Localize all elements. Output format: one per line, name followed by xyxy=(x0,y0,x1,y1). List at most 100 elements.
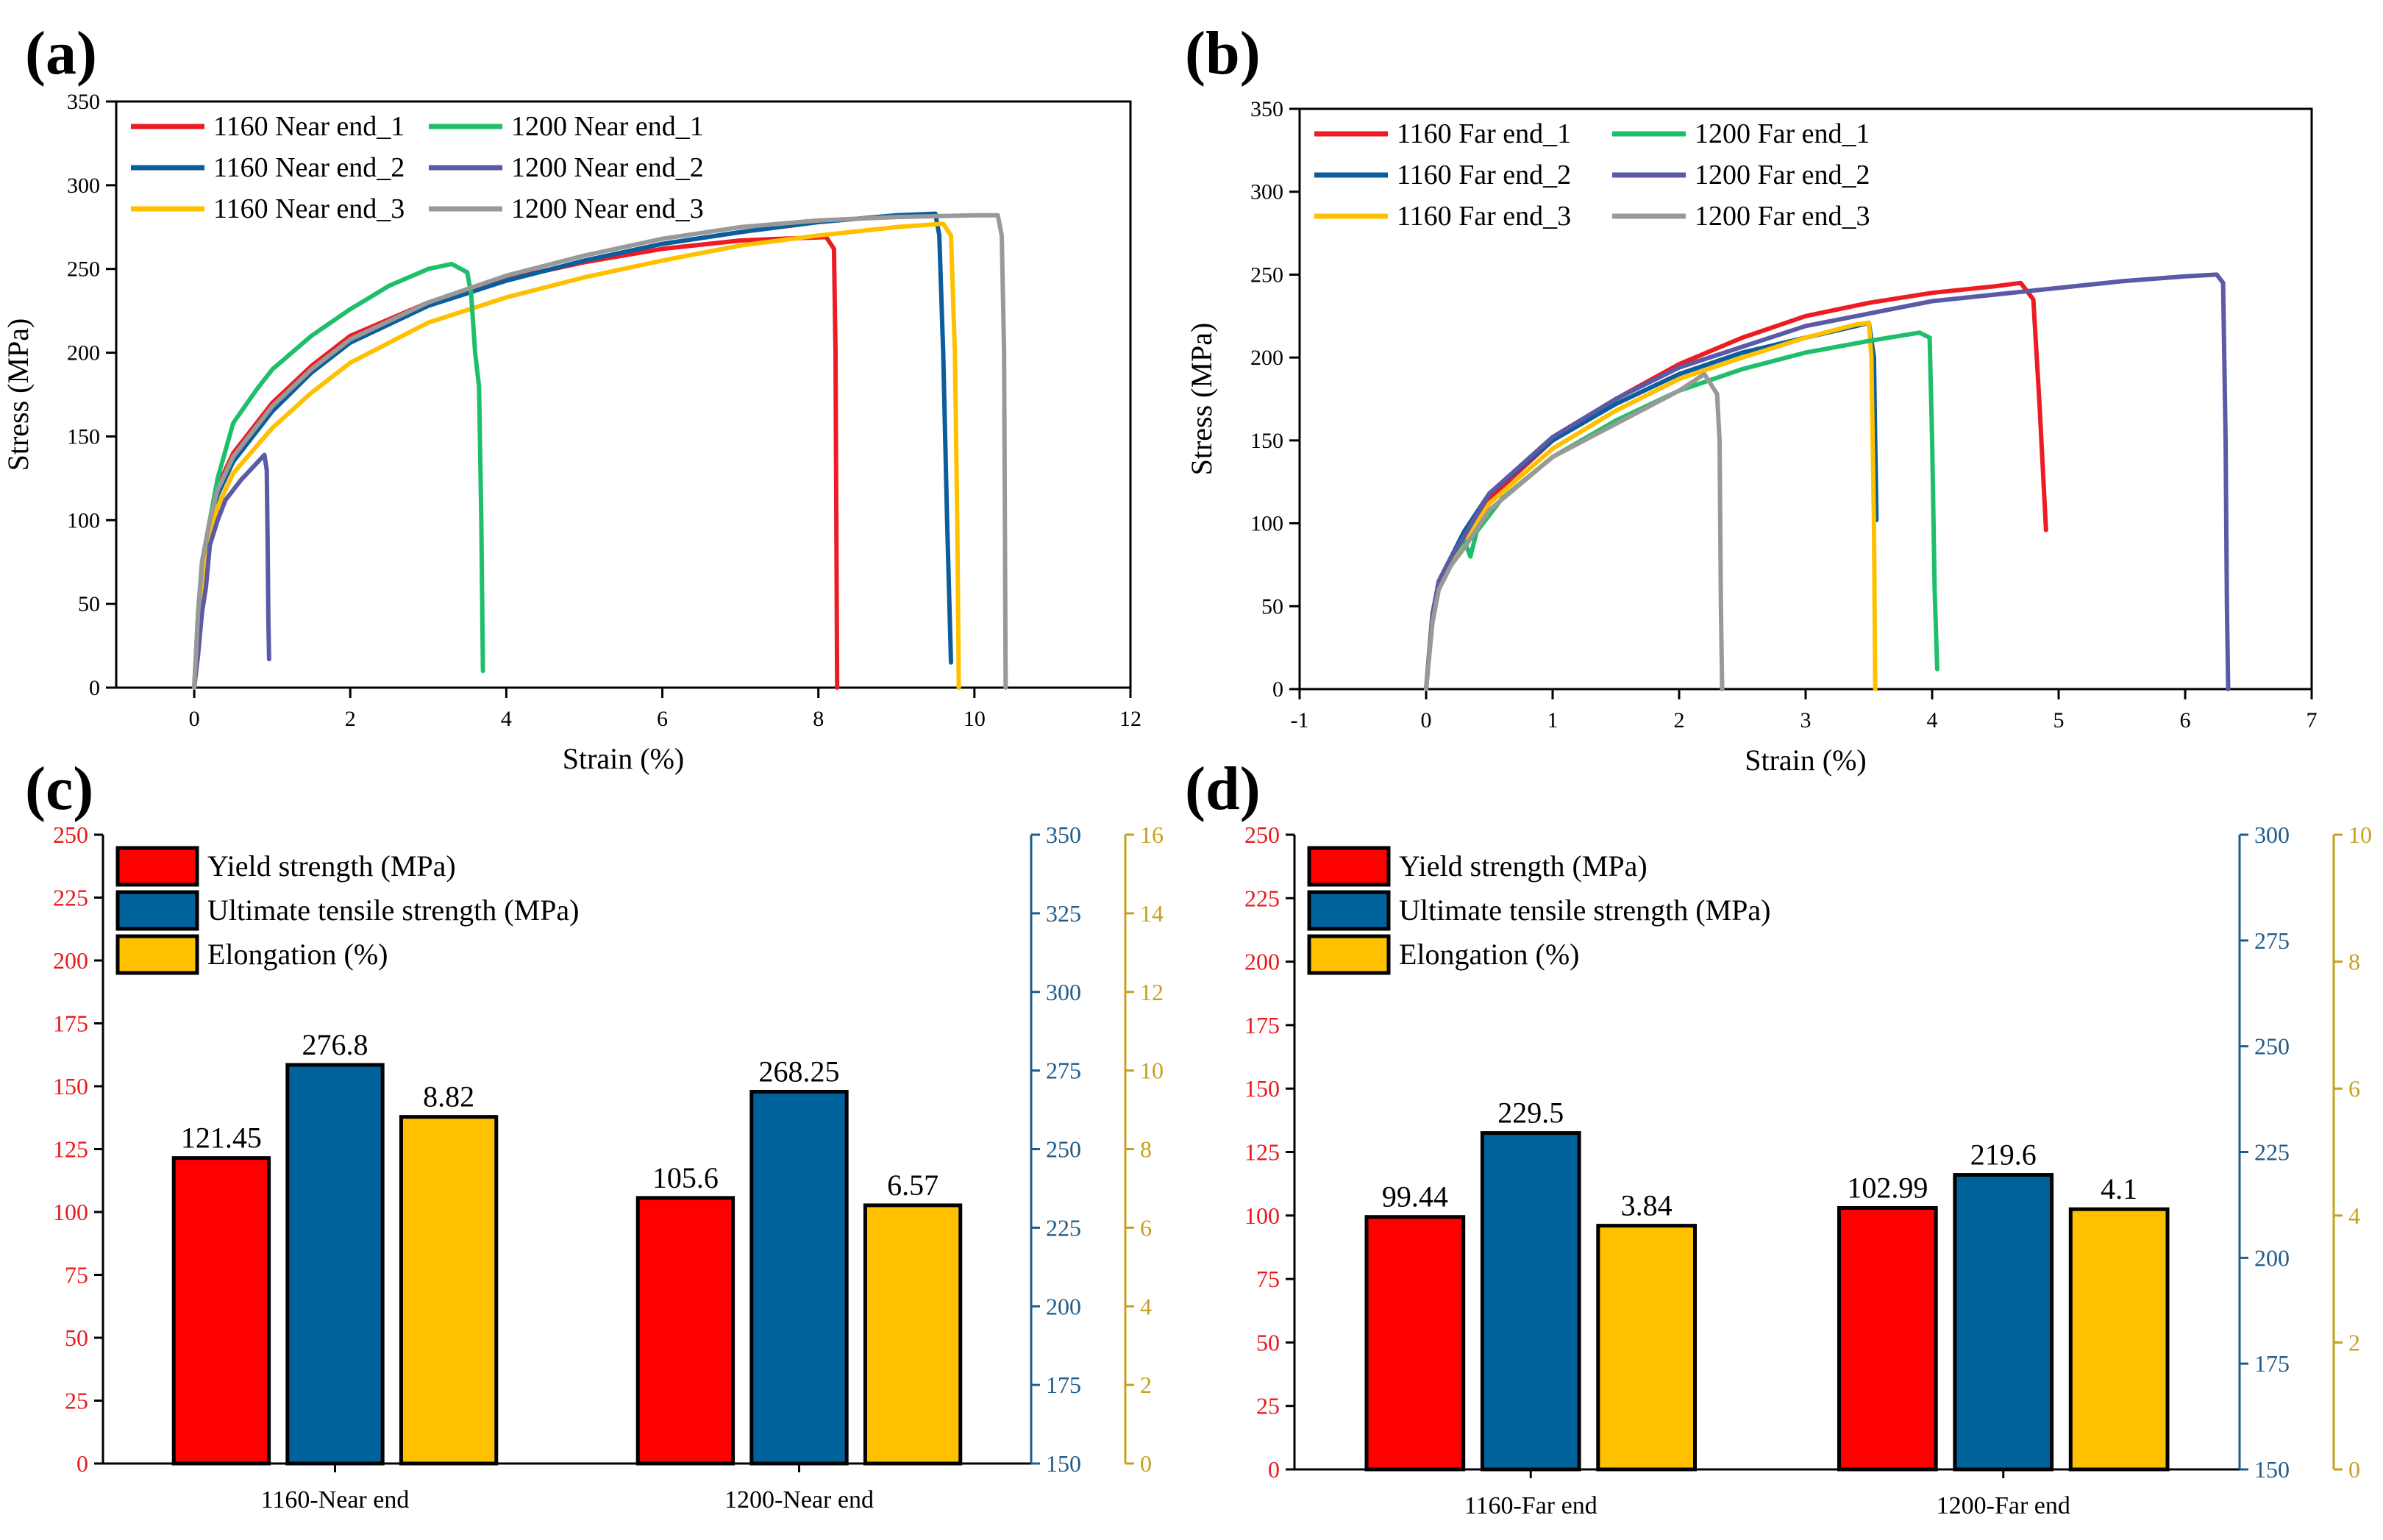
left-axis-tick-label: 200 xyxy=(1244,949,1280,975)
y-tick-label: 100 xyxy=(1250,512,1283,536)
y-tick-label: 50 xyxy=(1261,594,1283,619)
left-axis-tick-label: 125 xyxy=(53,1136,88,1163)
bar xyxy=(1596,1224,1698,1472)
legend-swatch xyxy=(115,890,199,931)
bar-value-label: 102.99 xyxy=(1847,1171,1928,1204)
left-axis-tick-label: 250 xyxy=(1244,821,1280,848)
right-axis-elongation-tick-label: 2 xyxy=(1140,1372,1152,1398)
right-axis-uts-tick-label: 225 xyxy=(1046,1214,1081,1241)
right-axis-elongation-tick-label: 4 xyxy=(2348,1202,2360,1229)
right-axis-elongation-tick-label: 10 xyxy=(2348,821,2372,848)
right-axis-elongation-tick-label: 6 xyxy=(2348,1075,2360,1102)
right-axis-uts-tick-label: 150 xyxy=(2254,1456,2290,1483)
legend-label: 1200 Near end_1 xyxy=(511,111,704,142)
x-axis-label: Strain (%) xyxy=(1745,744,1867,777)
right-axis-elongation-tick-label: 4 xyxy=(1140,1293,1152,1319)
right-axis-elongation-tick-label: 12 xyxy=(1140,979,1164,1005)
bar-value-label: 8.82 xyxy=(423,1080,474,1113)
y-tick-label: 200 xyxy=(67,341,100,366)
y-tick-label: 100 xyxy=(67,508,100,532)
bar xyxy=(1953,1173,2054,1472)
right-axis-uts-tick-label: 200 xyxy=(2254,1244,2290,1271)
panel-d-bar-far-end: (d)0255075100125150175200225250150175200… xyxy=(1185,755,2372,1519)
panel-label: (b) xyxy=(1185,19,1261,88)
left-axis-tick-label: 225 xyxy=(1244,885,1280,911)
right-axis-elongation-tick-label: 8 xyxy=(1140,1136,1152,1163)
y-tick-label: 50 xyxy=(78,592,100,616)
x-tick-label: 2 xyxy=(1674,708,1685,732)
legend-swatch xyxy=(1307,846,1391,887)
right-axis-uts-tick-label: 250 xyxy=(1046,1136,1081,1163)
legend-label: 1200 Far end_2 xyxy=(1695,160,1870,190)
panel-label: (a) xyxy=(25,19,97,88)
legend-label: 1160 Near end_3 xyxy=(213,193,405,224)
legend-label: Ultimate tensile strength (MPa) xyxy=(207,894,579,927)
y-tick-label: 200 xyxy=(1250,346,1283,370)
bar-value-label: 121.45 xyxy=(181,1122,262,1155)
legend-swatch xyxy=(1307,890,1391,931)
bar-value-label: 4.1 xyxy=(2101,1172,2137,1205)
bar-value-label: 276.8 xyxy=(302,1028,368,1061)
right-axis-uts-tick-label: 175 xyxy=(2254,1350,2290,1377)
right-axis-uts-tick-label: 225 xyxy=(2254,1139,2290,1166)
bar xyxy=(1480,1131,1581,1472)
y-tick-label: 250 xyxy=(67,257,100,282)
left-axis-tick-label: 250 xyxy=(53,821,88,848)
y-axis-label: Stress (MPa) xyxy=(1185,323,1218,476)
legend-label: 1200 Far end_1 xyxy=(1695,118,1870,149)
bar-value-label: 268.25 xyxy=(759,1055,840,1088)
left-axis-tick-label: 75 xyxy=(65,1262,88,1288)
left-axis-tick-label: 0 xyxy=(1268,1456,1280,1483)
y-tick-label: 0 xyxy=(1272,677,1283,702)
series-line xyxy=(192,221,961,690)
right-axis-uts-tick-label: 325 xyxy=(1046,900,1081,927)
x-tick-label: 5 xyxy=(2053,708,2065,732)
panel-label: (c) xyxy=(25,755,93,823)
panel-c-bar-near-end: (c)0255075100125150175200225250150175200… xyxy=(25,755,1164,1514)
panel-b-stress-strain-far-end: (b) -1 0 1 2 3 4 5 6 7 0 50 100 150 200 250 300 350 Strain… xyxy=(1185,19,2318,777)
left-axis-tick-label: 25 xyxy=(1256,1393,1280,1419)
right-axis-uts-tick-label: 275 xyxy=(2254,927,2290,954)
series-line xyxy=(1424,371,1725,691)
plot-frame xyxy=(115,100,1132,689)
y-tick-label: 0 xyxy=(89,676,100,700)
right-axis-elongation-tick-label: 16 xyxy=(1140,821,1164,848)
x-tick-label: -1 xyxy=(1291,708,1309,732)
legend-swatch xyxy=(1307,934,1391,975)
legend-label: Elongation (%) xyxy=(1399,938,1580,971)
right-axis-uts-tick-label: 150 xyxy=(1046,1450,1081,1477)
x-tick-label: 7 xyxy=(2307,708,2318,732)
x-tick-label: 2 xyxy=(345,707,356,731)
panel-label: (d) xyxy=(1185,755,1261,823)
bar-value-label: 105.6 xyxy=(652,1161,719,1194)
right-axis-elongation-tick-label: 8 xyxy=(2348,949,2360,975)
right-axis-uts-tick-label: 300 xyxy=(2254,821,2290,848)
panel-a-stress-strain-near-end: (a) 0 2 4 6 8 10 12 0 50 100 150 200 250 300 350 Strain … xyxy=(1,19,1141,775)
bar-value-label: 219.6 xyxy=(1970,1138,2037,1172)
x-tick-label: 0 xyxy=(189,707,200,731)
bar xyxy=(171,1156,271,1466)
x-tick-label: 6 xyxy=(657,707,668,731)
bar xyxy=(1364,1215,1466,1472)
right-axis-elongation-tick-label: 2 xyxy=(2348,1329,2360,1355)
series-line xyxy=(192,213,1008,690)
left-axis-tick-label: 175 xyxy=(1244,1012,1280,1038)
legend-label: 1160 Far end_2 xyxy=(1397,160,1571,190)
right-axis-elongation-tick-label: 0 xyxy=(2348,1456,2360,1483)
left-axis-tick-label: 125 xyxy=(1244,1139,1280,1166)
left-axis-tick-label: 150 xyxy=(1244,1075,1280,1102)
left-axis-tick-label: 0 xyxy=(76,1450,88,1477)
legend-label: 1160 Near end_1 xyxy=(213,111,405,142)
legend-label: Elongation (%) xyxy=(207,938,388,971)
legend-label: 1200 Far end_3 xyxy=(1695,201,1870,232)
y-axis-label: Stress (MPa) xyxy=(1,318,35,471)
y-tick-label: 300 xyxy=(1250,180,1283,204)
x-tick-label: 4 xyxy=(1927,708,1938,732)
y-tick-label: 150 xyxy=(67,424,100,449)
y-tick-label: 150 xyxy=(1250,429,1283,453)
legend-label: Yield strength (MPa) xyxy=(1399,849,1648,883)
right-axis-uts-tick-label: 250 xyxy=(2254,1033,2290,1060)
legend-label: 1200 Near end_3 xyxy=(511,193,704,224)
bar xyxy=(2068,1207,2170,1472)
bar-value-label: 3.84 xyxy=(1621,1189,1673,1222)
